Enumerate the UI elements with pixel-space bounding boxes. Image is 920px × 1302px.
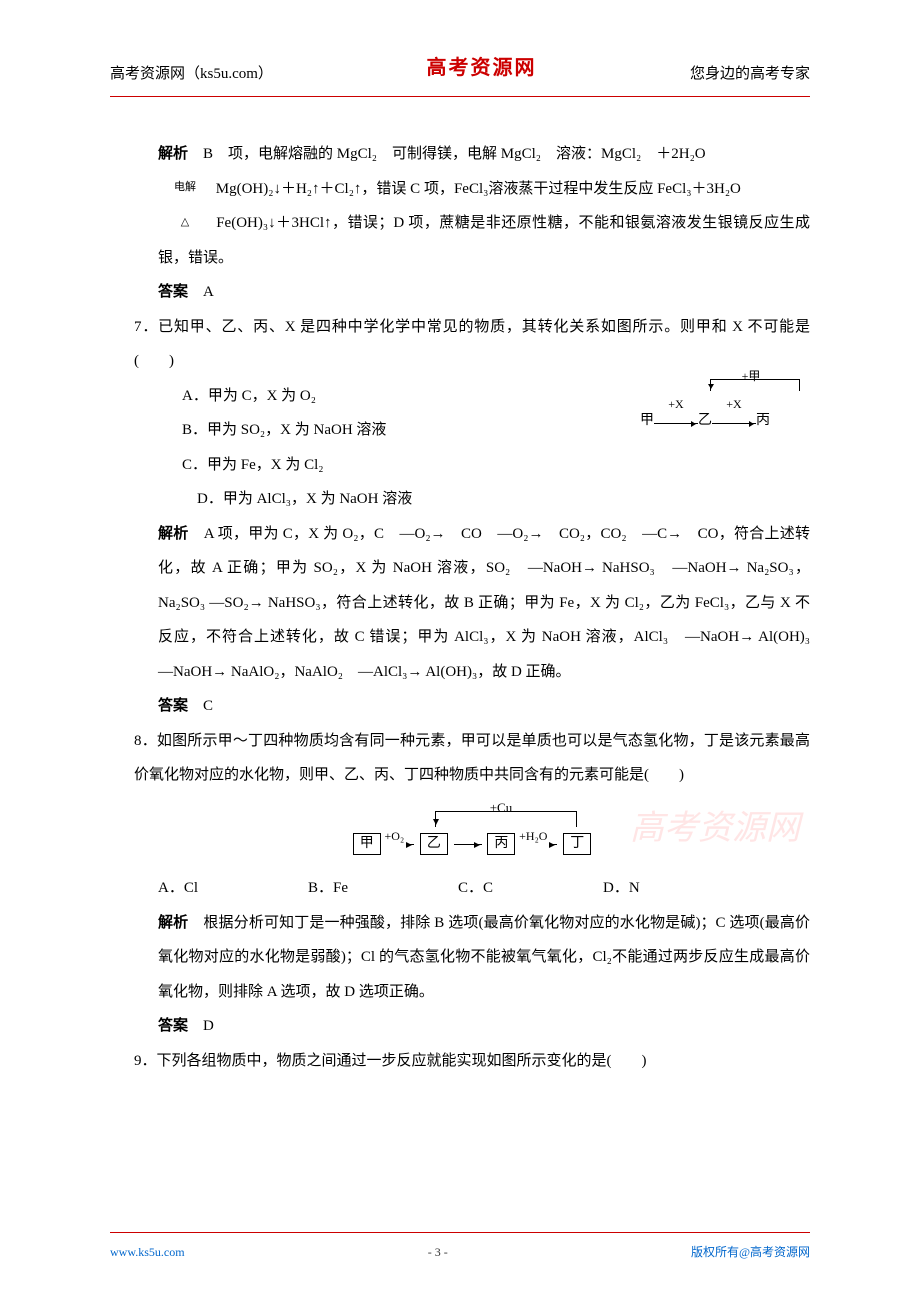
q8-optC: C．C <box>458 871 493 906</box>
q8-diagram-cu-arrow: +Cu <box>425 805 577 827</box>
footer-right: 版权所有@高考资源网 <box>691 1239 810 1267</box>
q8-node-jia: 甲 <box>353 833 381 855</box>
q6-analysis-line3: △ Fe(OH)₃↓＋3HCl↑，错误；D 项，蔗糖是非还原性糖，不能和银氨溶液… <box>134 206 810 275</box>
analysis-label: 解析 <box>158 915 188 931</box>
q8-options: A．Cl B．Fe C．C D．N <box>134 871 810 906</box>
q7-diagram: +甲 甲 +X 乙 +X <box>640 389 810 439</box>
q7-node-bing: 丙 <box>756 405 770 437</box>
answer-label: 答案 <box>158 698 188 714</box>
q7-answer-val: C <box>188 698 213 714</box>
q6-analysis-line2: 电解 Mg(OH)₂↓＋H₂↑＋Cl₂↑，错误 C 项，FeCl₃溶液蒸干过程中… <box>134 172 810 207</box>
page-header: 高考资源网（ks5u.com） 高考资源网 您身边的高考专家 <box>110 45 810 97</box>
q8-stem-text: 如图所示甲～丁四种物质均含有同一种元素，甲可以是单质也可以是气态氢化物，丁是该元… <box>134 733 810 784</box>
q8-arrow1-label: +O₂ <box>385 829 405 843</box>
q6-analysis-p2: Mg(OH)₂↓＋H₂↑＋Cl₂↑，错误 C 项，FeCl₃溶液蒸干过程中发生反… <box>212 181 741 197</box>
q7-options-row: A．甲为 C，X 为 O₂ B．甲为 SO₂，X 为 NaOH 溶液 C．甲为 … <box>134 379 810 517</box>
q8-node-bing: 丙 <box>487 833 515 855</box>
q6-answer: 答案 A <box>134 275 810 310</box>
q7-stem: 7．已知甲、乙、丙、X 是四种中学化学中常见的物质，其转化关系如图所示。则甲和 … <box>134 310 810 379</box>
q8-optD: D．N <box>603 871 640 906</box>
q9-stem: 9．下列各组物质中，物质之间通过一步反应就能实现如图所示变化的是( ) <box>134 1044 810 1079</box>
q8-arrow3-label: +H₂O <box>519 829 547 843</box>
analysis-label: 解析 <box>158 526 189 542</box>
q7-optA: A．甲为 C，X 为 O₂ <box>134 379 640 414</box>
q6-analysis-p3: Fe(OH)₃↓＋3HCl↑，错误；D 项，蔗糖是非还原性糖，不能和银氨溶液发生… <box>158 215 810 266</box>
q7-analysis: 解析 A 项，甲为 C，X 为 O₂，C ―O₂→ CO ―O₂→ CO₂，CO… <box>134 517 810 690</box>
header-right: 您身边的高考专家 <box>690 57 810 92</box>
q7-optD: D．甲为 AlCl₃，X 为 NaOH 溶液 <box>134 482 640 517</box>
header-left: 高考资源网（ks5u.com） <box>110 57 273 92</box>
q8-optA: A．Cl <box>158 871 198 906</box>
q6-analysis-line1: 解析 B 项，电解熔融的 MgCl₂ 可制得镁，电解 MgCl₂ 溶液：MgCl… <box>134 137 810 172</box>
q8-analysis-text: 根据分析可知丁是一种强酸，排除 B 选项(最高价氧化物对应的水化物是碱)；C 选… <box>158 915 810 1000</box>
q7-analysis-text: A 项，甲为 C，X 为 O₂，C ―O₂→ CO ―O₂→ CO₂，CO₂ ―… <box>158 526 810 680</box>
q8-node-ding: 丁 <box>563 833 591 855</box>
q8-answer: 答案 D <box>134 1009 810 1044</box>
q8-analysis: 解析 根据分析可知丁是一种强酸，排除 B 选项(最高价氧化物对应的水化物是碱)；… <box>134 906 810 1010</box>
q8-arrow2 <box>454 844 482 845</box>
q7-options: A．甲为 C，X 为 O₂ B．甲为 SO₂，X 为 NaOH 溶液 C．甲为 … <box>134 379 640 517</box>
q8-optB: B．Fe <box>308 871 348 906</box>
q7-stem-text: 已知甲、乙、丙、X 是四种中学化学中常见的物质，其转化关系如图所示。则甲和 X … <box>134 319 810 370</box>
content-area: 解析 B 项，电解熔融的 MgCl₂ 可制得镁，电解 MgCl₂ 溶液：MgCl… <box>110 137 810 1078</box>
answer-label: 答案 <box>158 1018 188 1034</box>
q7-optC: C．甲为 Fe，X 为 Cl₂ <box>134 448 640 483</box>
q8-number: 8． <box>134 733 157 749</box>
header-center-logo: 高考资源网 <box>426 45 536 91</box>
q9-number: 9． <box>134 1053 157 1069</box>
q8-answer-val: D <box>188 1018 214 1034</box>
q8-node-yi: 乙 <box>420 833 448 855</box>
q7-answer: 答案 C <box>134 689 810 724</box>
q8-arrow3 <box>549 844 557 845</box>
page-footer: www.ks5u.com - 3 - 版权所有@高考资源网 <box>110 1232 810 1267</box>
q7-node-jia: 甲 <box>640 405 654 437</box>
footer-left: www.ks5u.com <box>110 1239 185 1267</box>
q8-stem: 8．如图所示甲～丁四种物质均含有同一种元素，甲可以是单质也可以是气态氢化物，丁是… <box>134 724 810 793</box>
q6-answer-val: A <box>188 284 214 300</box>
q8-arrow1 <box>406 844 414 845</box>
q7-arrow-2: +X <box>712 405 756 437</box>
q7-optB: B．甲为 SO₂，X 为 NaOH 溶液 <box>134 413 640 448</box>
analysis-label: 解析 <box>158 146 188 162</box>
q8-diagram: +Cu 甲 +O₂ 乙 丙 +H₂O 丁 <box>134 803 810 862</box>
q7-number: 7． <box>134 319 158 335</box>
page-number: - 3 - <box>185 1239 691 1267</box>
q9-stem-text: 下列各组物质中，物质之间通过一步反应就能实现如图所示变化的是( ) <box>157 1053 647 1069</box>
answer-label: 答案 <box>158 284 188 300</box>
q7-arrow-1: +X <box>654 405 698 437</box>
q6-analysis-p1: B 项，电解熔融的 MgCl₂ 可制得镁，电解 MgCl₂ 溶液：MgCl₂ ＋… <box>188 146 706 162</box>
q7-node-yi: 乙 <box>698 405 712 437</box>
page: 高考资源网（ks5u.com） 高考资源网 您身边的高考专家 解析 B 项，电解… <box>0 0 920 1302</box>
